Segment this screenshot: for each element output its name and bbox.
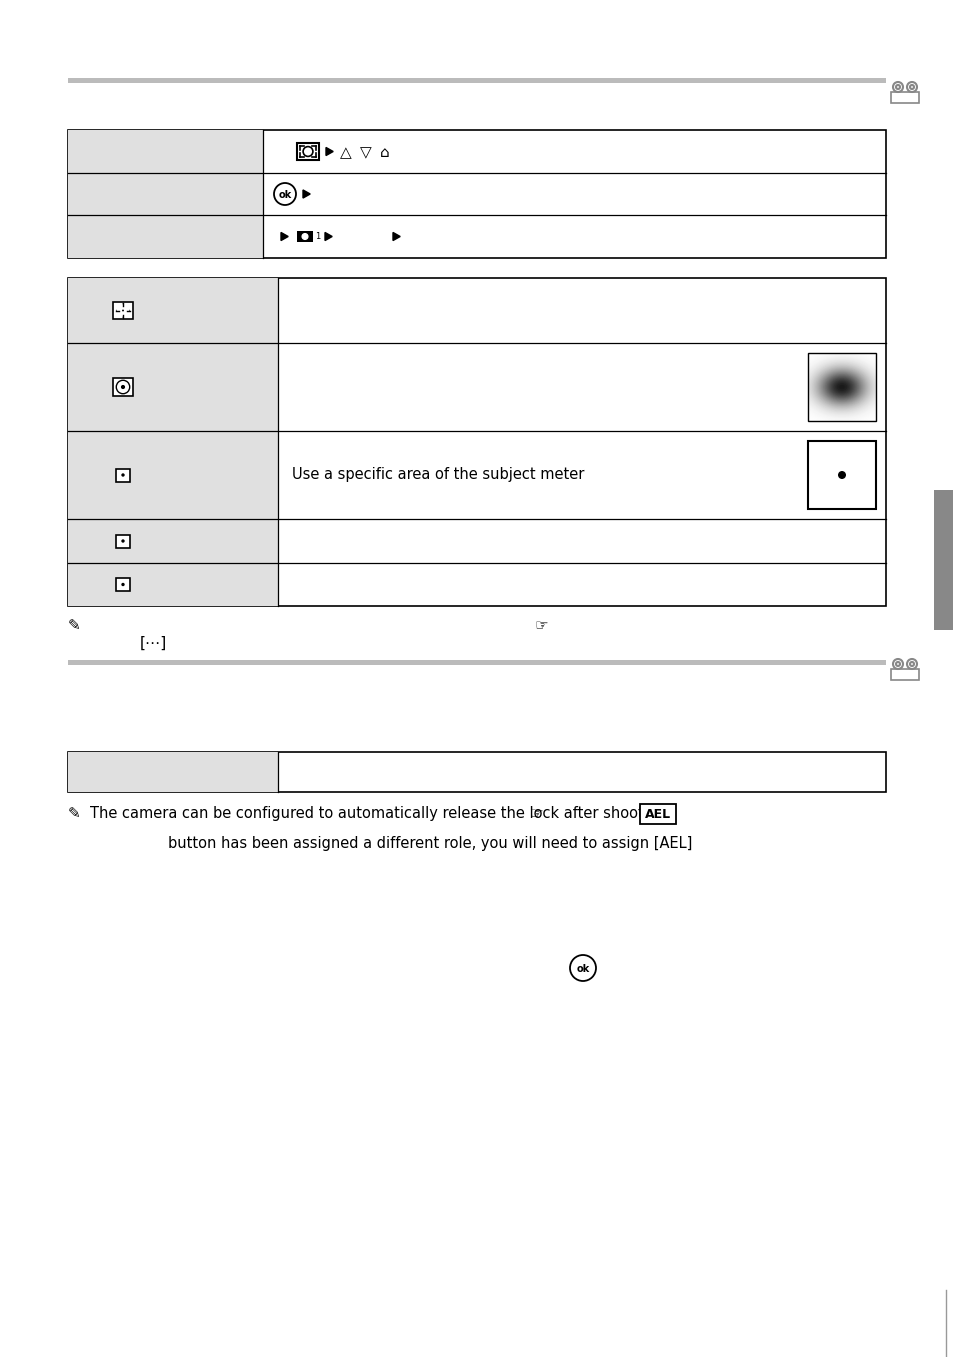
Text: ✎: ✎ [68,806,81,821]
Bar [115,468,130,482]
Text: ☞: ☞ [535,617,548,632]
Polygon shape [325,232,332,240]
Bar [68,278,277,343]
Circle shape [837,471,845,479]
Bar [807,353,875,421]
Bar [68,752,277,792]
Text: [⋯]: [⋯] [140,636,167,651]
Circle shape [122,309,124,312]
Text: button has been assigned a different role, you will need to assign [AEL]: button has been assigned a different rol… [168,836,692,851]
Circle shape [121,474,125,476]
Bar [68,172,263,214]
Bar [639,803,676,824]
Text: AEL: AEL [644,807,670,821]
Text: △: △ [339,145,352,160]
Bar [68,130,885,258]
Bar [890,669,918,680]
Text: ▽: ▽ [359,145,372,160]
Text: ✎: ✎ [68,617,81,632]
Circle shape [302,233,308,239]
Bar [115,535,130,547]
Circle shape [121,385,125,389]
Bar [115,578,130,592]
Text: Use a specific area of the subject meter: Use a specific area of the subject meter [292,468,584,483]
Bar [297,231,313,243]
Bar [68,130,263,172]
Bar [68,214,263,258]
Bar [68,278,885,607]
Bar [68,343,277,432]
Bar [68,660,885,665]
Bar [68,752,885,792]
Bar [68,77,885,83]
Bar [68,518,277,563]
Text: ⌂: ⌂ [379,145,389,160]
Text: The camera can be configured to automatically release the lock after shooting.: The camera can be configured to automati… [90,806,671,821]
Polygon shape [303,190,310,198]
Bar [112,379,133,396]
Bar [112,301,133,319]
Text: ok: ok [278,190,292,199]
Bar [933,490,953,630]
Text: 1: 1 [314,232,319,242]
Polygon shape [393,232,399,240]
Polygon shape [326,148,333,156]
Circle shape [121,582,125,586]
Bar [890,92,918,103]
Text: ok: ok [576,963,589,973]
Text: ☞: ☞ [530,806,543,821]
Circle shape [121,539,125,543]
Bar [296,142,319,160]
Bar [68,563,277,607]
Polygon shape [281,232,288,240]
Bar [807,441,875,509]
Bar [68,432,277,518]
